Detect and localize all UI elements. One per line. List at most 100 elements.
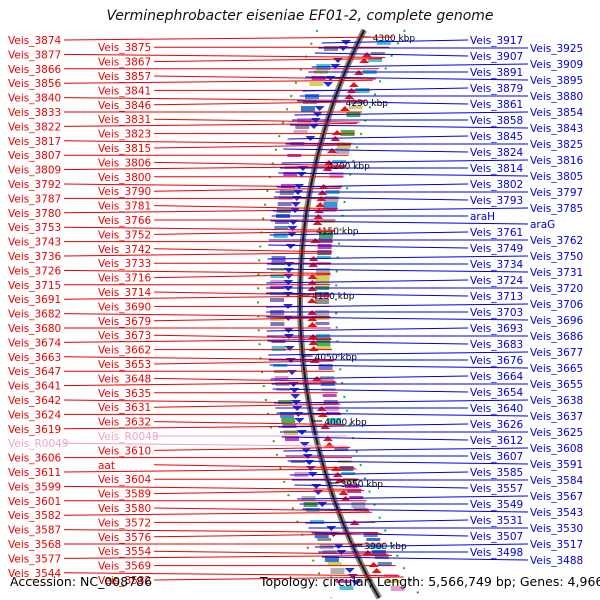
feature-block — [376, 40, 391, 45]
feature-block — [366, 538, 381, 541]
forward-gene-arrow — [308, 340, 319, 345]
left-leader-line — [153, 187, 341, 192]
feature-block — [302, 100, 317, 104]
feature-block — [315, 298, 329, 304]
left-gene-label: Veis_3806 — [98, 157, 152, 169]
right-gene-label: Veis_3734 — [470, 259, 524, 271]
feature-block — [343, 478, 358, 484]
feature-block — [317, 250, 332, 255]
feature-block — [340, 130, 355, 136]
left-gene-label: Veis_3875 — [98, 42, 151, 54]
feature-block — [348, 106, 363, 109]
right-leader-line — [289, 124, 529, 129]
right-gene-label: Veis_3567 — [530, 491, 583, 503]
feature-block — [370, 52, 385, 55]
left-gene-label: Veis_3815 — [98, 143, 151, 155]
kbp-label: 4050 kbp — [315, 353, 358, 363]
feature-block — [324, 196, 339, 202]
right-leader-line — [302, 508, 529, 513]
right-leader-line — [281, 159, 529, 164]
right-gene-label: Veis_3805 — [530, 171, 583, 183]
right-leader-line — [321, 556, 529, 561]
left-leader-line — [153, 291, 331, 296]
left-leader-line — [63, 468, 357, 473]
left-leader-line — [63, 529, 379, 534]
right-gene-label: Veis_3625 — [530, 427, 583, 439]
left-leader-line — [153, 274, 331, 279]
feature-block — [334, 448, 349, 451]
left-gene-label: Veis_3587 — [8, 525, 61, 537]
right-leader-line — [283, 148, 469, 153]
left-gene-label: Veis_3611 — [8, 467, 61, 479]
left-leader-line — [153, 118, 360, 123]
left-gene-label: Veis_3781 — [98, 201, 151, 213]
right-leader-line — [281, 436, 469, 441]
right-gene-label: Veis_3917 — [470, 35, 523, 47]
right-leader-line — [294, 484, 469, 489]
feature-block — [339, 466, 354, 471]
right-gene-label: Veis_3720 — [530, 283, 583, 295]
right-gene-label: Veis_3762 — [530, 235, 583, 247]
right-leader-line — [276, 412, 529, 417]
left-gene-label: Veis_3577 — [8, 553, 61, 565]
feature-block — [390, 586, 405, 591]
left-gene-label: Veis_3682 — [8, 309, 61, 321]
right-gene-label: Veis_3638 — [530, 395, 583, 407]
forward-gene-arrow — [368, 562, 379, 567]
feature-block — [349, 496, 364, 499]
left-gene-label: Veis_3752 — [98, 229, 151, 241]
right-leader-line — [267, 255, 529, 260]
left-leader-line — [63, 79, 373, 84]
feature-block — [285, 436, 299, 441]
forward-gene-arrow — [312, 220, 323, 225]
feature-block — [275, 220, 290, 224]
left-gene-label: Veis_3610 — [98, 445, 151, 457]
left-leader-line — [63, 53, 386, 58]
left-gene-label: Veis_3800 — [98, 172, 151, 184]
left-gene-label: Veis_3580 — [98, 503, 151, 515]
right-gene-label: araG — [530, 219, 555, 231]
right-leader-line — [276, 183, 469, 188]
right-gene-label: Veis_3797 — [530, 187, 583, 199]
kbp-label: 3900 kbp — [364, 542, 407, 552]
left-gene-label: Veis_3663 — [8, 352, 61, 364]
left-gene-label: Veis_3733 — [98, 258, 151, 270]
left-leader-line — [63, 442, 349, 447]
left-leader-line — [153, 464, 355, 469]
left-gene-label: aat — [98, 460, 115, 472]
right-gene-label: Veis_3686 — [530, 331, 584, 343]
right-gene-label: Veis_3891 — [470, 67, 523, 79]
right-leader-line — [294, 111, 529, 116]
right-leader-line — [314, 52, 469, 57]
left-leader-line — [153, 58, 383, 63]
feature-block — [300, 106, 315, 112]
left-leader-line — [153, 533, 382, 538]
left-leader-line — [63, 313, 331, 318]
left-gene-label: Veis_3716 — [98, 273, 152, 285]
guide-ring-0 — [335, 29, 423, 599]
kbp-label: 4300 kbp — [373, 34, 416, 44]
right-gene-label: Veis_3845 — [470, 131, 523, 143]
right-leader-line — [305, 519, 469, 524]
right-leader-line — [266, 279, 469, 284]
feature-block — [315, 310, 330, 316]
left-leader-line — [63, 338, 332, 343]
left-leader-line — [153, 161, 347, 166]
feature-block — [270, 298, 284, 302]
right-gene-label: Veis_3713 — [470, 291, 523, 303]
right-gene-label: Veis_3677 — [530, 347, 583, 359]
left-gene-label: Veis_3809 — [8, 165, 61, 177]
right-gene-label: Veis_3880 — [530, 91, 583, 103]
left-gene-label: Veis_3790 — [98, 186, 151, 198]
left-gene-label: Veis_3624 — [8, 409, 62, 421]
left-gene-label: Veis_3572 — [98, 517, 151, 529]
left-leader-line — [63, 572, 400, 577]
feature-block — [270, 274, 285, 278]
left-leader-line — [63, 97, 368, 102]
left-leader-line — [63, 269, 331, 274]
left-gene-label: Veis_3641 — [8, 381, 61, 393]
left-leader-line — [63, 511, 373, 516]
feature-block — [332, 160, 347, 163]
right-gene-label: Veis_3626 — [470, 419, 524, 431]
feature-block — [371, 550, 386, 556]
